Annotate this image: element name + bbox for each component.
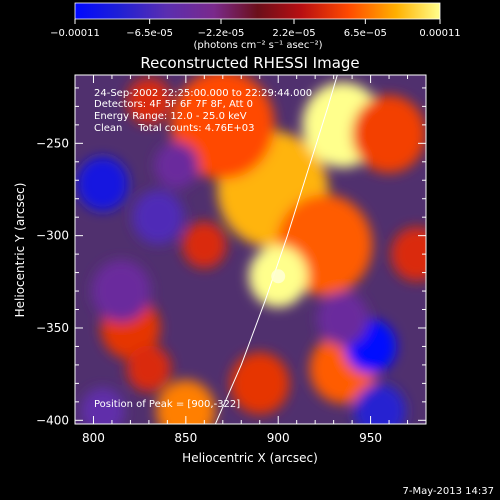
- footer-timestamp: 7-May-2013 14:37: [402, 486, 494, 497]
- peak-core: [271, 269, 286, 284]
- x-tick-label: 900: [267, 431, 290, 445]
- colorbar-tick-label: 0.00011: [419, 28, 460, 39]
- heatmap-source: [76, 156, 129, 212]
- info-line-energy: Energy Range: 12.0 - 25.0 keV: [94, 111, 247, 122]
- x-tick-label: 850: [174, 431, 197, 445]
- chart-title: Reconstructed RHESSI Image: [140, 54, 359, 72]
- heatmap-source: [156, 380, 216, 424]
- x-axis: 800 850 900 950: [82, 75, 427, 445]
- heatmap-source: [126, 77, 172, 125]
- colorbar-tick-label: 6.5e−05: [344, 28, 387, 39]
- info-block: 24-Sep-2002 22:25:00.000 to 22:29:44.000…: [94, 88, 312, 134]
- heatmap-source: [317, 291, 369, 346]
- heatmap-source: [352, 95, 426, 173]
- heatmap-source: [182, 221, 227, 269]
- x-tick-label: 950: [359, 431, 382, 445]
- colorbar-tick-label: 2.2e−05: [272, 28, 315, 39]
- colorbar-tick-label: −0.00011: [50, 28, 100, 39]
- colorbar-ticks: −0.00011 −6.5e-05 −2.2e-05 2.2e−05 6.5e−05 0.…: [50, 19, 461, 39]
- x-axis-label: Heliocentric X (arcsec): [182, 451, 318, 465]
- colorbar-unit-label: (photons cm⁻² s⁻¹ asec⁻²): [193, 40, 322, 51]
- y-tick-label: −250: [36, 136, 69, 150]
- heatmap-source: [230, 352, 290, 415]
- y-axis-label: Heliocentric Y (arcsec): [13, 183, 27, 318]
- peak-position-label: Position of Peak = [900,-322]: [94, 399, 240, 410]
- peak-marker: [271, 269, 286, 284]
- heatmap-source: [390, 226, 426, 282]
- solar-limb-line: [214, 75, 338, 424]
- plot-frame: [74, 74, 427, 425]
- info-line-clean: Clean Total counts: 4.76E+03: [94, 123, 254, 134]
- heatmap-source: [154, 142, 199, 189]
- heatmap-source: [353, 383, 406, 424]
- info-line-detectors: Detectors: 4F 5F 6F 7F 8F, Att 0: [94, 99, 253, 110]
- colorbar-tick-label: −2.2e-05: [198, 28, 245, 39]
- heatmap-source: [91, 260, 151, 323]
- plot-area: [75, 75, 426, 424]
- y-tick-label: −300: [36, 229, 69, 243]
- x-tick-label: 800: [82, 431, 105, 445]
- heatmap-source: [80, 387, 125, 424]
- heatmap-source: [132, 190, 184, 245]
- y-axis: −250 −300 −350 −400: [36, 87, 426, 427]
- y-tick-label: −350: [36, 321, 69, 335]
- colorbar: [74, 2, 441, 20]
- info-line-time: 24-Sep-2002 22:25:00.000 to 22:29:44.000: [94, 88, 312, 99]
- image-sources: [76, 75, 426, 424]
- heatmap-source: [126, 345, 172, 392]
- heatmap-source: [171, 75, 275, 180]
- colorbar-tick-label: −6.5e-05: [126, 28, 173, 39]
- y-tick-label: −400: [36, 413, 69, 427]
